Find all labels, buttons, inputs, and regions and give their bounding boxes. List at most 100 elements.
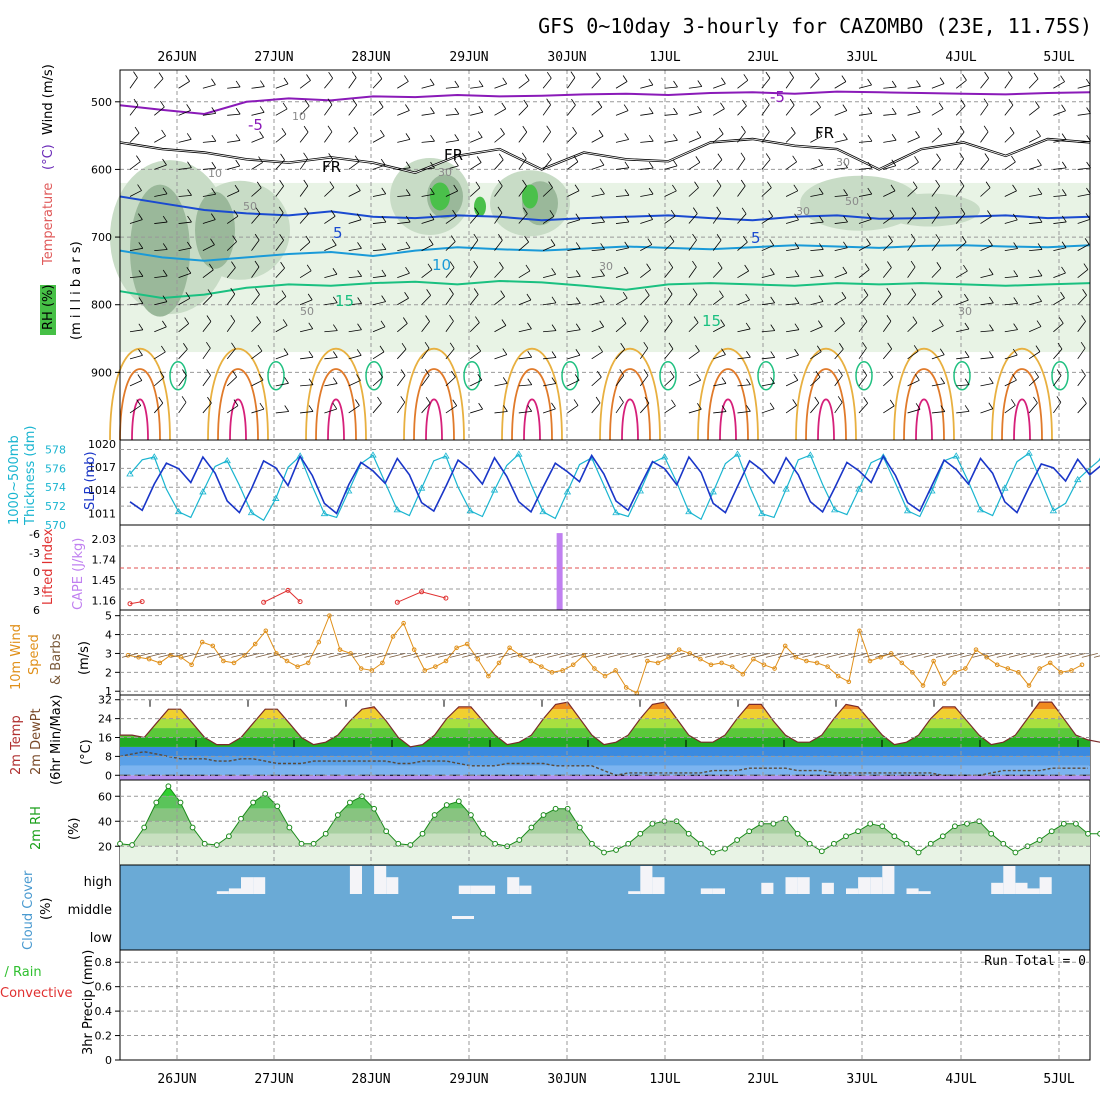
wind-speed-point — [740, 671, 746, 677]
lifted-index-point — [297, 599, 303, 605]
wind-barb-flag — [378, 100, 384, 108]
wind-barb — [178, 194, 192, 197]
wind-barb — [251, 162, 263, 170]
wind-barb — [1077, 84, 1091, 89]
wind-barb-flag — [961, 236, 967, 243]
high-cloud-bar — [761, 882, 774, 894]
rh-contour-label: 50 — [845, 195, 859, 208]
surface-wind-barb — [146, 652, 163, 658]
wind-barb — [688, 322, 699, 333]
wind-speed-point — [146, 656, 152, 662]
wind-barb — [227, 165, 240, 170]
wind-barb — [275, 108, 288, 116]
wind-barb-flag — [281, 127, 287, 135]
wind-barb — [275, 411, 289, 414]
wind-barb — [1004, 379, 1017, 387]
wind-barb — [372, 376, 383, 387]
warm-contour-25 — [609, 368, 651, 441]
wind-barb-flag — [1062, 189, 1067, 196]
wind-barb — [397, 194, 411, 197]
wind-barb — [202, 140, 216, 143]
wind-barb — [737, 328, 751, 333]
wind-barb — [372, 106, 384, 116]
wind-barb-flag — [185, 75, 190, 82]
wind-barb-flag — [1037, 159, 1042, 166]
surface-wind-barb — [935, 652, 953, 658]
wind-barb — [129, 132, 140, 143]
wind-barb-flag — [550, 239, 556, 246]
top-date-label: 30JUN — [547, 50, 586, 65]
high-cloud-bar — [349, 866, 362, 894]
thickness-marker — [660, 453, 669, 460]
temp-label-1: 2m Temp — [9, 715, 24, 775]
wind-barb-flag — [599, 295, 605, 302]
wind-barb — [980, 330, 994, 333]
top-date-label: 5JUL — [1043, 50, 1074, 65]
wind-barb-flag — [598, 345, 603, 353]
wind-barb-flag — [1084, 238, 1090, 245]
wind-barb-flag — [430, 187, 435, 195]
wind-barb — [299, 213, 309, 224]
wind-speed-point — [920, 683, 926, 688]
rh-point — [177, 799, 184, 806]
high-cloud-bar — [1015, 882, 1028, 894]
wind-barb — [348, 405, 360, 414]
wind-barb — [688, 266, 697, 278]
wind-barb-flag — [1085, 213, 1091, 220]
cape-tick-label: 1.16 — [92, 595, 117, 608]
wind-barb — [1053, 322, 1064, 333]
wind-barb — [761, 357, 775, 360]
wind-barb — [226, 348, 236, 360]
wind-speed-point — [454, 645, 459, 651]
wind-barb — [567, 132, 577, 143]
wind-barb — [567, 190, 580, 197]
wind-barb-flag — [692, 233, 697, 241]
wind-barb — [688, 213, 698, 224]
wind-barb — [324, 408, 337, 414]
wind-barb-flag — [477, 131, 483, 138]
wind-barb-flag — [792, 399, 798, 406]
wind-barb — [227, 190, 240, 197]
wind-barb — [154, 106, 165, 116]
wind-barb — [445, 190, 458, 197]
wind-barb-flag — [158, 72, 164, 79]
wind-barb — [955, 241, 967, 251]
top-date-label: 2JUL — [747, 50, 778, 65]
rh-saturated-patch — [474, 196, 486, 217]
wind-barb-flag — [449, 287, 454, 295]
wind-barb-flag — [547, 153, 552, 160]
wind-barb — [542, 244, 556, 251]
wind-barb-flag — [210, 238, 215, 245]
wind-speed-point — [358, 666, 364, 671]
wind-barb — [348, 161, 360, 170]
y-tick-label: 20 — [98, 840, 112, 853]
wind-barb-flag — [573, 155, 579, 162]
wind-barb — [931, 383, 945, 387]
wind-barb-flag — [162, 158, 167, 166]
wind-barb — [883, 405, 895, 414]
surface-wind-barb — [1008, 652, 1026, 658]
wind-barb — [567, 161, 579, 170]
surface-wind-barb — [219, 652, 236, 658]
wind-barb — [542, 187, 553, 197]
wind-barb — [1077, 403, 1087, 414]
wind-barb — [226, 241, 237, 251]
wind-barb-flag — [746, 405, 751, 412]
temp-unit: (°C) — [79, 739, 94, 765]
wind-barb — [737, 356, 751, 360]
wind-barb-flag — [525, 264, 531, 272]
wind-barb-flag — [624, 189, 630, 196]
wind-barb-flag — [137, 184, 142, 191]
wind-barb — [129, 405, 141, 414]
wind-barb — [202, 84, 216, 89]
wind-barb-flag — [502, 377, 508, 384]
wind-barb-flag — [476, 156, 482, 163]
surface-wind-barb — [121, 652, 139, 658]
rh-point — [831, 840, 837, 847]
wind-barb — [154, 193, 168, 197]
wind-barb — [640, 84, 653, 89]
wind-barb — [883, 241, 893, 251]
wind-speed-point — [994, 662, 1000, 668]
rh-contour-label: 10 — [292, 110, 306, 123]
precip-axis-label: 3hr Precip (mm) — [81, 950, 96, 1055]
